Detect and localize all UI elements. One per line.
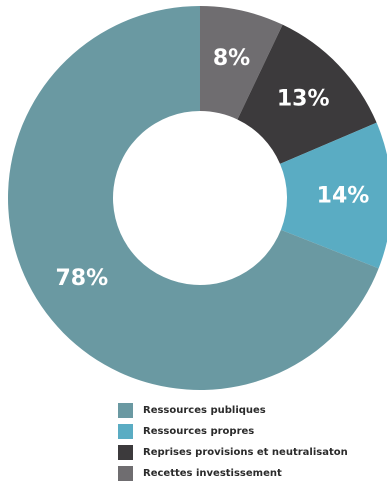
legend-swatch-ressources-propres bbox=[118, 424, 133, 439]
slice-ressources-publiques bbox=[7, 6, 379, 391]
legend-label-ressources-publiques: Ressources publiques bbox=[143, 405, 266, 416]
legend-label-ressources-propres: Ressources propres bbox=[143, 426, 255, 437]
slice-label-reprises-provisions-et-neutralisaton: 13% bbox=[277, 87, 330, 112]
legend-label-recettes-investissement: Recettes investissement bbox=[143, 468, 282, 479]
slice-ressources-propres bbox=[280, 122, 387, 269]
legend-item-ressources-publiques: Ressources publiques bbox=[118, 400, 378, 421]
legend-item-reprises-provisions: Reprises provisions et neutralisaton bbox=[118, 442, 378, 463]
legend-item-recettes-investissement: Recettes investissement bbox=[118, 463, 378, 484]
slice-recettes-investissement bbox=[200, 6, 283, 120]
legend-swatch-reprises-provisions bbox=[118, 445, 133, 460]
slice-reprises-provisions-et-neutralisaton bbox=[237, 24, 377, 164]
legend-swatch-recettes-investissement bbox=[118, 466, 133, 481]
legend-item-ressources-propres: Ressources propres bbox=[118, 421, 378, 442]
slice-label-recettes-investissement: 8% bbox=[213, 46, 250, 71]
legend-label-reprises-provisions: Reprises provisions et neutralisaton bbox=[143, 447, 348, 458]
legend-swatch-ressources-publiques bbox=[118, 403, 133, 418]
slice-label-ressources-propres: 14% bbox=[317, 184, 370, 209]
slice-label-ressources-publiques: 78% bbox=[55, 266, 108, 291]
chart-legend: Ressources publiques Ressources propres … bbox=[118, 400, 378, 484]
